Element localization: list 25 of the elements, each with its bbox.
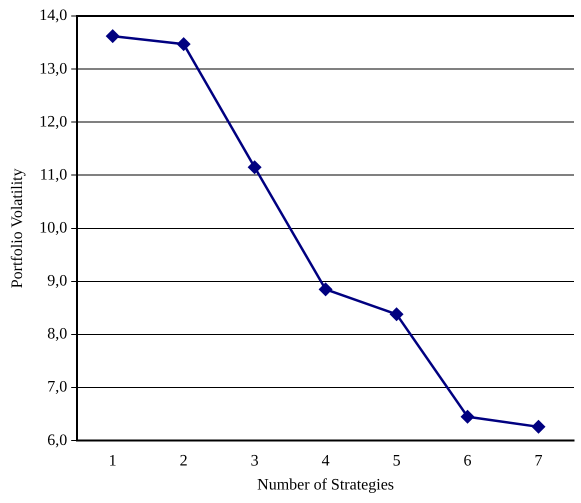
point [390, 307, 404, 322]
x-tick-label: 3 [250, 452, 259, 470]
x-tick-label: 2 [180, 452, 188, 470]
y-tick-label: 10,0 [39, 220, 68, 237]
x-tick-label: 4 [322, 452, 330, 470]
y-tick-label: 7,0 [47, 378, 68, 396]
y-tick-label: 12,0 [39, 113, 68, 130]
x-tick-label: 5 [392, 452, 401, 470]
point [248, 160, 262, 174]
y-tick-label: 9,0 [47, 272, 68, 290]
y-tick-label: 13,0 [39, 60, 68, 78]
x-tick-label: 7 [534, 452, 543, 470]
x-tick-label: 1 [108, 452, 117, 470]
y-tick-label: 14,0 [39, 7, 68, 24]
y-tick-label: 11,0 [40, 166, 68, 184]
x-axis-title: Number of Strategies [257, 476, 394, 494]
y-tick-label: 6,0 [47, 432, 68, 449]
point [176, 37, 191, 52]
x-tick-label: 6 [464, 452, 472, 470]
point [532, 420, 546, 434]
point [318, 282, 333, 296]
y-axis-title: Portfolio Volatility [8, 168, 26, 288]
y-tick-label: 8,0 [47, 326, 68, 343]
point [460, 410, 475, 424]
point [106, 29, 120, 44]
